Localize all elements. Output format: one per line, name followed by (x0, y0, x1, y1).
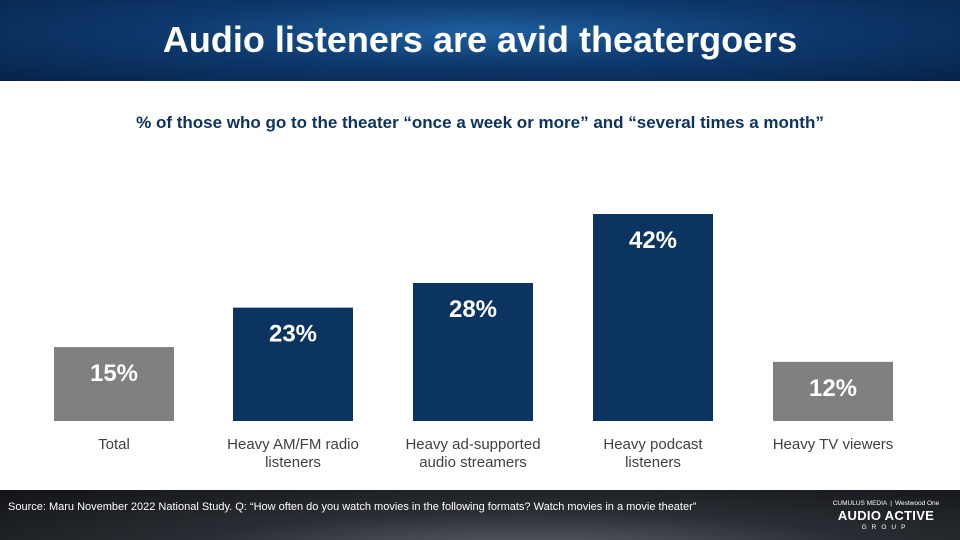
bar-chart: 15% Total 23% Heavy AM/FM radio listeners 28%… (54, 214, 894, 471)
category-label-3: Heavy ad-supported audio streamers (405, 436, 540, 471)
category-label-1: Total (98, 436, 130, 453)
category-label-4: Heavy podcast listeners (603, 436, 703, 471)
bar-2 (233, 307, 353, 421)
logo-brand-cumulus: CUMULUS MEDIA (832, 500, 888, 507)
bar-value-label-4: 42% (629, 227, 677, 254)
logo-name: AUDIO ACTIVE (837, 508, 935, 523)
logo-partner-brands: CUMULUS MEDIA | Westwood One (832, 500, 940, 507)
footer-bar (0, 490, 960, 540)
bar-4 (593, 214, 713, 421)
bar-value-label-2: 23% (269, 321, 317, 348)
logo-sub: GROUP (861, 524, 911, 531)
title-banner (0, 0, 960, 81)
category-label-2: Heavy AM/FM radio listeners (227, 436, 359, 471)
chart-subtitle: % of those who go to the theater “once a… (136, 113, 824, 132)
audio-active-group-logo: CUMULUS MEDIA | Westwood One AUDIO ACTIVE … (822, 499, 950, 535)
bar-1 (54, 347, 174, 421)
page-title: Audio listeners are avid theatergoers (162, 19, 798, 60)
bar-3 (413, 283, 533, 421)
bar-value-label-1: 15% (90, 360, 138, 387)
logo-brand-westwood: Westwood One (894, 500, 940, 507)
source-note: Source: Maru November 2022 National Stud… (8, 501, 697, 513)
bar-value-label-3: 28% (449, 296, 497, 323)
bar-5 (773, 361, 893, 421)
category-label-5: Heavy TV viewers (773, 436, 894, 453)
bar-value-label-5: 12% (809, 375, 857, 402)
